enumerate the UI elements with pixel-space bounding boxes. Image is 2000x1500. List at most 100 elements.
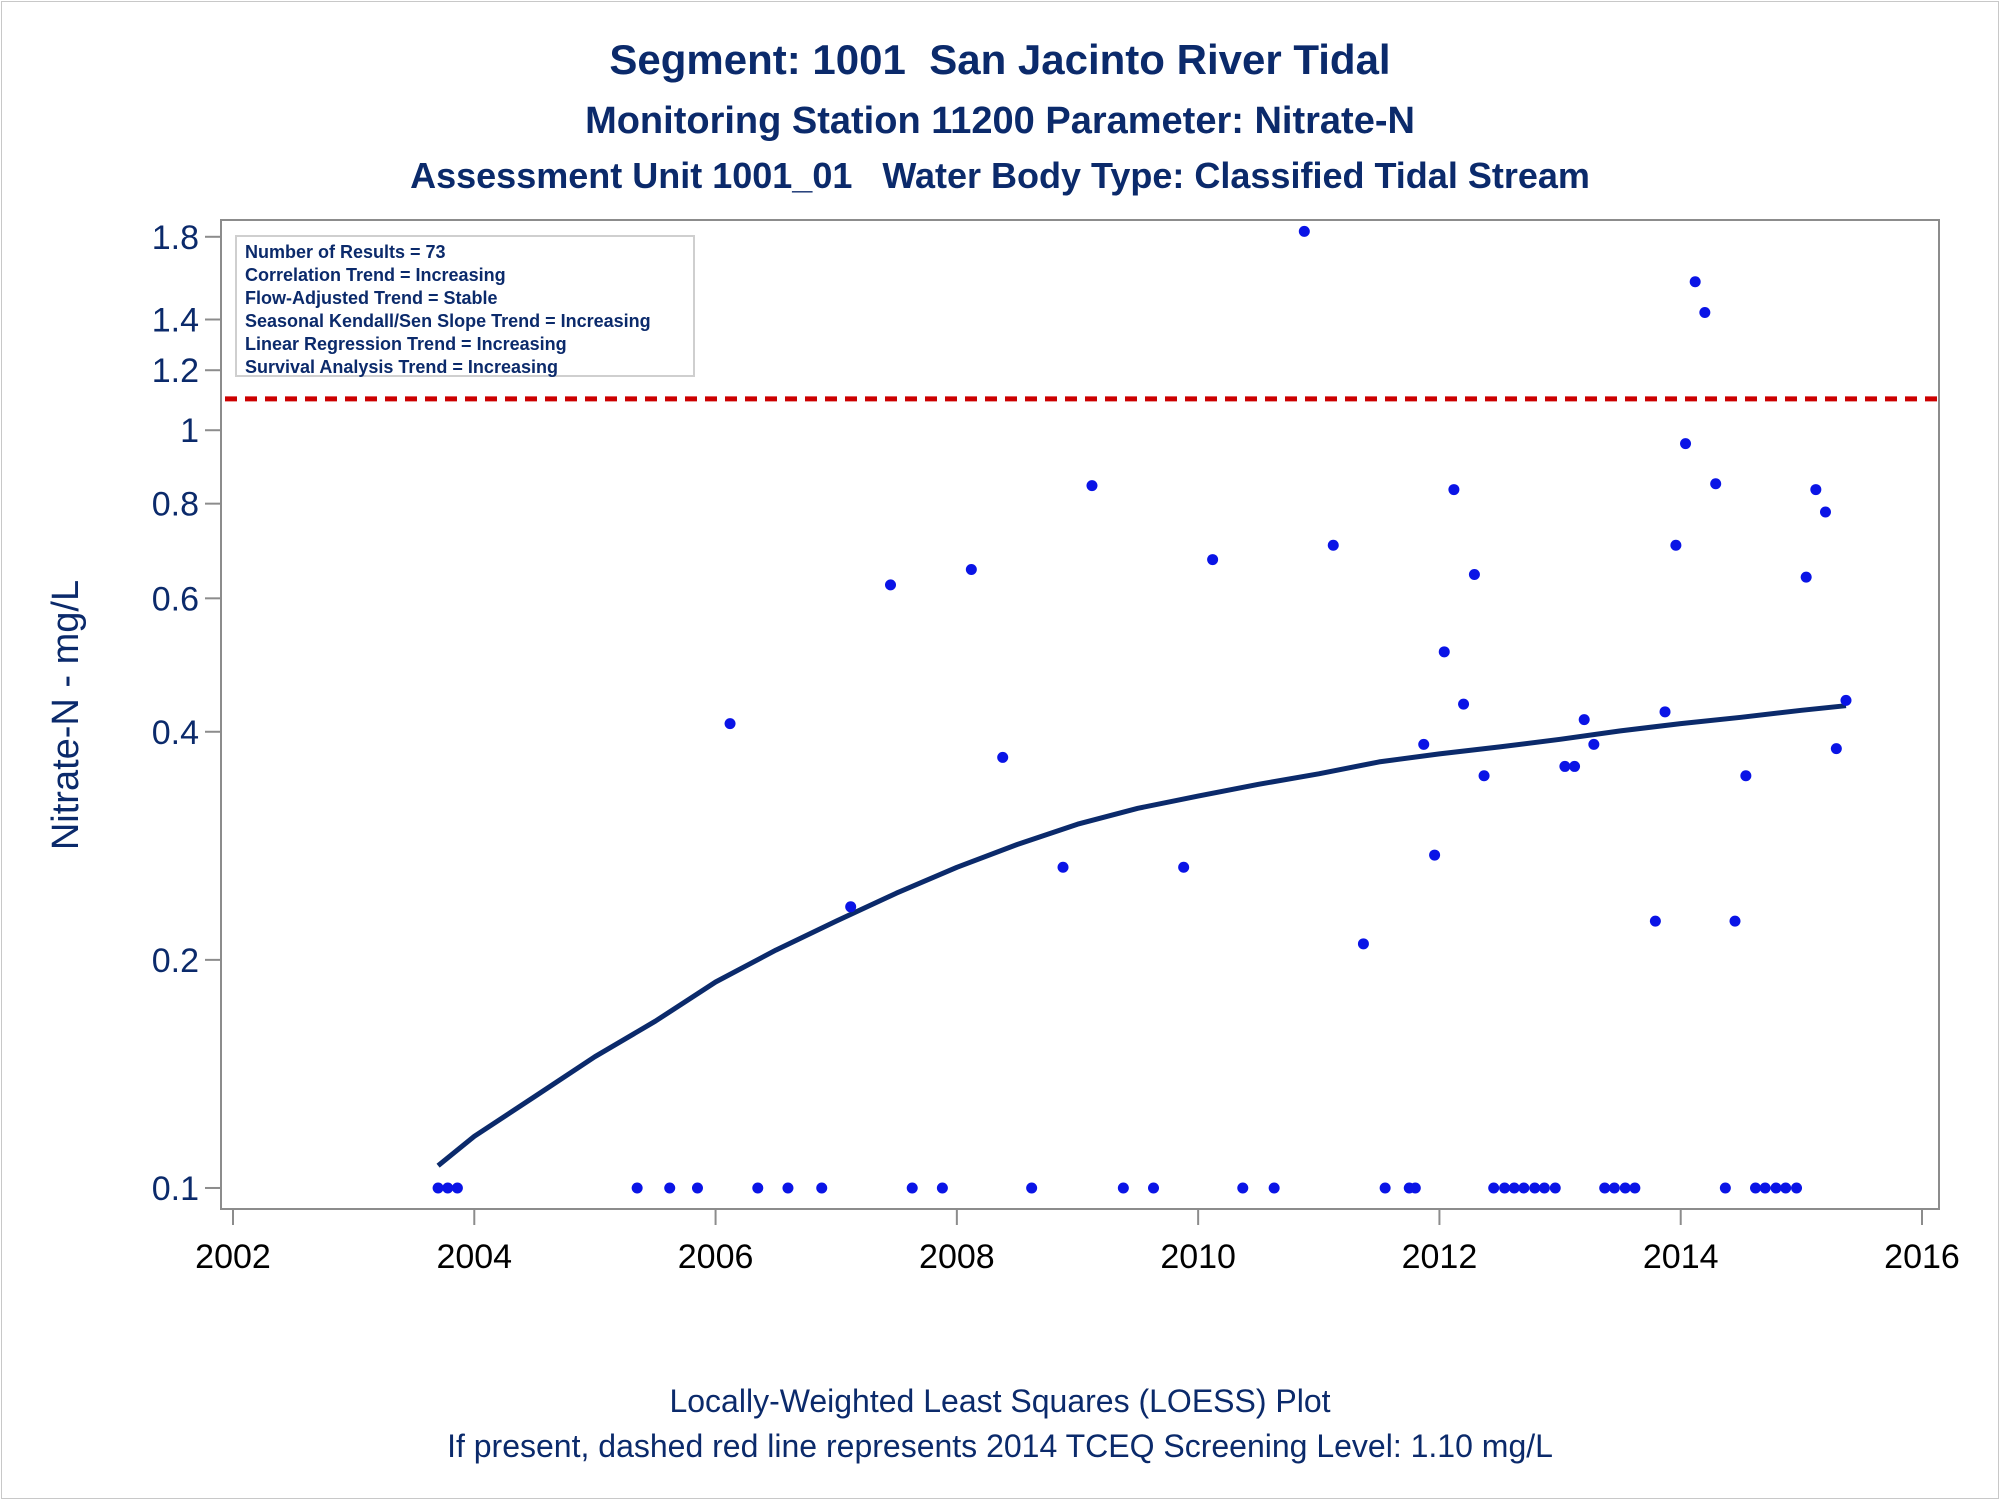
data-point: [1409, 1182, 1421, 1194]
data-point: [1569, 760, 1581, 772]
stats-number-of-results: Number of Results = 73: [245, 242, 446, 262]
data-point: [1178, 861, 1190, 873]
data-point: [1237, 1182, 1249, 1194]
x-axis: 2002 2004 2006 2008 2010 2012 2014 2016: [195, 1209, 1960, 1276]
data-point: [1379, 1182, 1391, 1194]
x-tick-label: 2010: [1160, 1238, 1236, 1276]
y-tick-label: 1.8: [152, 219, 199, 257]
data-point: [997, 751, 1009, 763]
data-point: [1619, 1182, 1631, 1194]
data-point: [1800, 571, 1812, 583]
data-point: [1327, 539, 1339, 551]
stats-linear-regression-trend: Linear Regression Trend = Increasing: [245, 334, 567, 354]
data-point: [432, 1182, 444, 1194]
data-point: [885, 579, 897, 591]
data-point: [1791, 1182, 1803, 1194]
y-tick-label: 0.8: [152, 486, 199, 524]
data-point: [1830, 743, 1842, 755]
x-tick-label: 2006: [678, 1238, 754, 1276]
data-point: [1680, 438, 1692, 450]
data-point: [1518, 1182, 1530, 1194]
data-point: [631, 1182, 643, 1194]
data-point: [1670, 539, 1682, 551]
data-point: [782, 1182, 794, 1194]
data-point: [1086, 480, 1098, 492]
x-tick-label: 2002: [195, 1238, 271, 1276]
data-point: [451, 1182, 463, 1194]
data-point: [724, 718, 736, 730]
data-point: [1057, 861, 1069, 873]
data-point: [906, 1182, 918, 1194]
data-point: [1729, 915, 1741, 927]
footer-plot-description: Locally-Weighted Least Squares (LOESS) P…: [669, 1383, 1331, 1419]
data-point: [1538, 1182, 1550, 1194]
y-tick-label: 1.2: [152, 352, 199, 390]
data-point: [1298, 225, 1310, 237]
chart-title: Segment: 1001 San Jacinto River Tidal: [609, 36, 1391, 83]
data-point: [1629, 1182, 1641, 1194]
data-points: [432, 225, 1852, 1194]
data-point: [1710, 478, 1722, 490]
data-point: [1268, 1182, 1280, 1194]
stats-correlation-trend: Correlation Trend = Increasing: [245, 265, 506, 285]
stats-flow-adjusted-trend: Flow-Adjusted Trend = Stable: [245, 288, 498, 308]
y-tick-label: 0.2: [152, 942, 199, 980]
data-point: [1559, 760, 1571, 772]
y-tick-label: 1: [180, 412, 199, 450]
x-tick-label: 2012: [1402, 1238, 1478, 1276]
data-point: [965, 563, 977, 575]
data-point: [1026, 1182, 1038, 1194]
data-point: [1478, 770, 1490, 782]
data-point: [1207, 554, 1219, 566]
loess-curve: [436, 703, 1847, 1168]
y-axis: 0.1 0.2 0.4 0.6 0.8 1 1.2 1.4 1.8: [152, 219, 221, 1208]
x-tick-label: 2014: [1643, 1238, 1719, 1276]
data-point: [1117, 1182, 1129, 1194]
data-point: [1608, 1182, 1620, 1194]
data-point: [1148, 1182, 1160, 1194]
stats-seasonal-kendall-trend: Seasonal Kendall/Sen Slope Trend = Incre…: [245, 311, 651, 331]
y-axis-label: Nitrate-N - mg/L: [45, 580, 87, 850]
data-point: [664, 1182, 676, 1194]
data-point: [1740, 770, 1752, 782]
data-point: [1357, 938, 1369, 950]
data-point: [1529, 1182, 1541, 1194]
data-point: [1458, 698, 1470, 710]
data-point: [845, 901, 857, 913]
data-point: [1750, 1182, 1762, 1194]
data-point: [691, 1182, 703, 1194]
data-point: [1699, 307, 1711, 319]
x-tick-label: 2008: [919, 1238, 995, 1276]
data-point: [1689, 276, 1701, 288]
data-point: [752, 1182, 764, 1194]
x-tick-label: 2004: [436, 1238, 512, 1276]
data-point: [1448, 484, 1460, 496]
stats-survival-analysis-trend: Survival Analysis Trend = Increasing: [245, 357, 558, 377]
data-point: [1438, 646, 1450, 658]
chart-subtitle-assessment: Assessment Unit 1001_01 Water Body Type:…: [410, 155, 1590, 196]
data-point: [1819, 506, 1831, 518]
data-point: [1599, 1182, 1611, 1194]
data-point: [1549, 1182, 1561, 1194]
data-point: [1840, 694, 1852, 706]
data-point: [1719, 1182, 1731, 1194]
x-tick-label: 2016: [1884, 1238, 1960, 1276]
data-point: [1770, 1182, 1782, 1194]
data-point: [1468, 569, 1480, 581]
y-tick-label: 0.6: [152, 580, 199, 618]
data-point: [816, 1182, 828, 1194]
chart-subtitle-station: Monitoring Station 11200 Parameter: Nitr…: [585, 100, 1415, 142]
data-point: [442, 1182, 454, 1194]
y-tick-label: 0.1: [152, 1170, 199, 1208]
data-point: [1418, 738, 1430, 750]
plot-frame: [220, 219, 1940, 1210]
footer-screening-note: If present, dashed red line represents 2…: [447, 1428, 1553, 1464]
data-point: [1759, 1182, 1771, 1194]
data-point: [1488, 1182, 1500, 1194]
data-point: [936, 1182, 948, 1194]
data-point: [1578, 714, 1590, 726]
data-point: [1429, 849, 1441, 861]
data-point: [1780, 1182, 1792, 1194]
